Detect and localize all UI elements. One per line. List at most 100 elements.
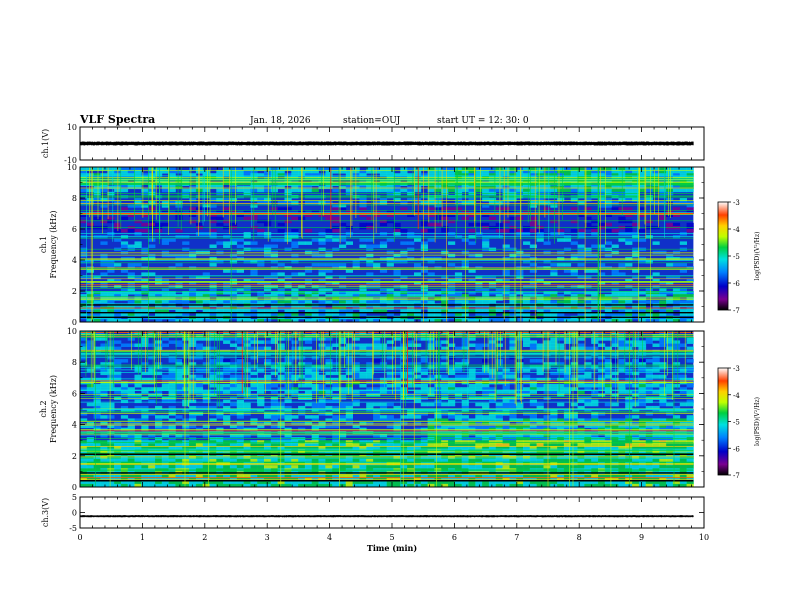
ch1-spectrogram-cell <box>135 263 142 267</box>
ch2-spectrogram-cell <box>312 446 319 450</box>
ch2-spectrogram-cell <box>462 465 469 469</box>
ch2-spectrogram-cell <box>80 465 87 469</box>
ch1-spectrogram-cell <box>80 254 87 257</box>
ch1-spectrogram-cell <box>591 186 598 190</box>
ch2-spectrogram-cell <box>469 465 476 469</box>
ch1-spectrogram-cell <box>659 201 666 205</box>
ch2-spectrogram-cell <box>285 465 292 469</box>
ch2-spectrogram-cell <box>107 456 114 460</box>
ch2-spectrogram-cell <box>462 440 469 444</box>
ch2-spectrogram-cell <box>414 384 421 388</box>
ch2-spectrogram-cell <box>414 456 421 460</box>
ch2-spectrogram-cell <box>155 440 162 444</box>
ch1-spectrogram-cell <box>625 220 632 224</box>
ch1-spectrogram-cell <box>100 220 107 224</box>
ch2-spectrogram-cell <box>100 403 107 407</box>
ch2-spectrogram-cell <box>114 372 121 376</box>
ch2-spectrogram-cell <box>339 446 346 450</box>
ch2-spectrogram-cell <box>210 465 217 469</box>
ch1-spectrogram-cell <box>305 189 312 193</box>
ch2-spectrogram-cell <box>237 446 244 450</box>
ch2-spectrogram-cell <box>319 465 326 469</box>
ch1-spectrogram-cell <box>346 269 353 273</box>
ch2-spectrogram-cell <box>325 365 332 369</box>
ch1-spectrogram-cell <box>400 254 407 257</box>
ch1-spectrogram-cell <box>107 269 114 273</box>
ch2-spectrogram-cell <box>264 440 271 444</box>
ch2-spectrogram-cell <box>428 344 435 348</box>
ch2-spectrogram-cell <box>291 347 298 351</box>
ch1-spectrogram-cell <box>100 263 107 267</box>
ch1-spectrogram-cell <box>509 254 516 257</box>
ch2-spectrogram-cell <box>169 465 176 469</box>
ch2-spectrogram-cell <box>482 456 489 460</box>
ch1-spectrogram-cell <box>285 232 292 236</box>
ch1-spectrogram-cell <box>319 232 326 236</box>
ch2-spectrogram-cell <box>353 440 360 444</box>
ch2-spectrogram-cell <box>141 440 148 444</box>
ch2-spectrogram-cell <box>114 434 121 438</box>
ch2-spectrogram-cell <box>455 415 462 419</box>
ch1-spectrogram-cell <box>537 229 544 233</box>
ch1-spectrogram-cell <box>618 217 625 221</box>
ch1-spectrogram-cell <box>223 269 230 273</box>
ch2-spectrogram-cell <box>475 415 482 419</box>
ch1-spectrogram-cell <box>237 300 244 304</box>
ch2-spectrogram-cell <box>353 365 360 369</box>
ch1-spectrogram-cell <box>625 241 632 245</box>
ch2-spectrogram-cell <box>400 446 407 450</box>
ch2-spectrogram-cell <box>332 440 339 444</box>
ch1-spectrogram-cell <box>291 241 298 245</box>
ch2-spectrogram-cell <box>366 456 373 460</box>
ch1-spectrogram-cell <box>666 223 673 227</box>
ch2-spectrogram-cell <box>414 365 421 369</box>
ch1-spectrogram-cell <box>114 238 121 242</box>
ch1-spectrogram-cell <box>387 186 394 190</box>
ch2-spectrogram-cell <box>237 365 244 369</box>
ch2-spectrogram-cell <box>359 465 366 469</box>
ch1-spectrogram-cell <box>148 300 155 304</box>
ch1-spectrogram-cell <box>680 201 687 205</box>
ch1-spectrogram-cell <box>646 201 653 205</box>
ch2-spectrogram-cell <box>271 365 278 369</box>
ch1-spectrogram-cell <box>210 186 217 190</box>
ch2-spectrogram-cell <box>175 434 182 438</box>
ch2-spectrogram-cell <box>169 456 176 460</box>
ch2-spectrogram-cell <box>339 456 346 460</box>
ch1-spectrogram-cell <box>550 201 557 205</box>
ch2-spectrogram-cell <box>462 422 469 426</box>
ch1-spectrogram-cell <box>80 201 87 205</box>
ch2-spectrogram-cell <box>182 422 189 426</box>
ch1-spectrogram-cell <box>162 201 169 205</box>
ch1-spectrogram-cell <box>373 245 380 249</box>
ch1-spectrogram-cell <box>305 229 312 233</box>
ch1-spectrogram-cell <box>414 167 421 171</box>
ch2-spectrogram-cell <box>169 446 176 450</box>
ch2-spectrogram-cell <box>509 403 516 407</box>
ch2-spectrogram-cell <box>182 440 189 444</box>
ch1-spectrogram-cell <box>530 263 537 267</box>
ch2-spectrogram-cell <box>278 440 285 444</box>
ch2-spectrogram-cell <box>285 437 292 441</box>
ch1-spectrogram-cell <box>530 198 537 202</box>
ch1-spectrogram-cell <box>257 189 264 193</box>
ch1-spectrogram-cell <box>285 220 292 224</box>
ch1-spectrogram-cell <box>516 189 523 193</box>
ch2-spectrogram-cell <box>175 456 182 460</box>
ch2-spectrogram-cell <box>121 456 128 460</box>
ch1-spectrogram-cell <box>387 300 394 304</box>
ch2-spectrogram-cell <box>434 403 441 407</box>
ch1-spectrogram-ylabel-line1: ch.1 <box>39 236 48 253</box>
ch1-spectrogram-ytick-label: 4 <box>72 256 77 265</box>
ch1-spectrogram-cell <box>162 167 169 171</box>
ch2-spectrogram-cell <box>148 434 155 438</box>
ch2-spectrogram-cell <box>107 440 114 444</box>
ch1-spectrogram-cell <box>278 300 285 304</box>
ch2-spectrogram-cell <box>387 403 394 407</box>
ch1-spectrogram-cell <box>135 241 142 245</box>
ch2-spectrogram-cell <box>250 347 257 351</box>
ch1-spectrogram-cell <box>169 238 176 242</box>
ch2-spectrogram-cell <box>175 446 182 450</box>
ch2-spectrogram-cell <box>291 415 298 419</box>
